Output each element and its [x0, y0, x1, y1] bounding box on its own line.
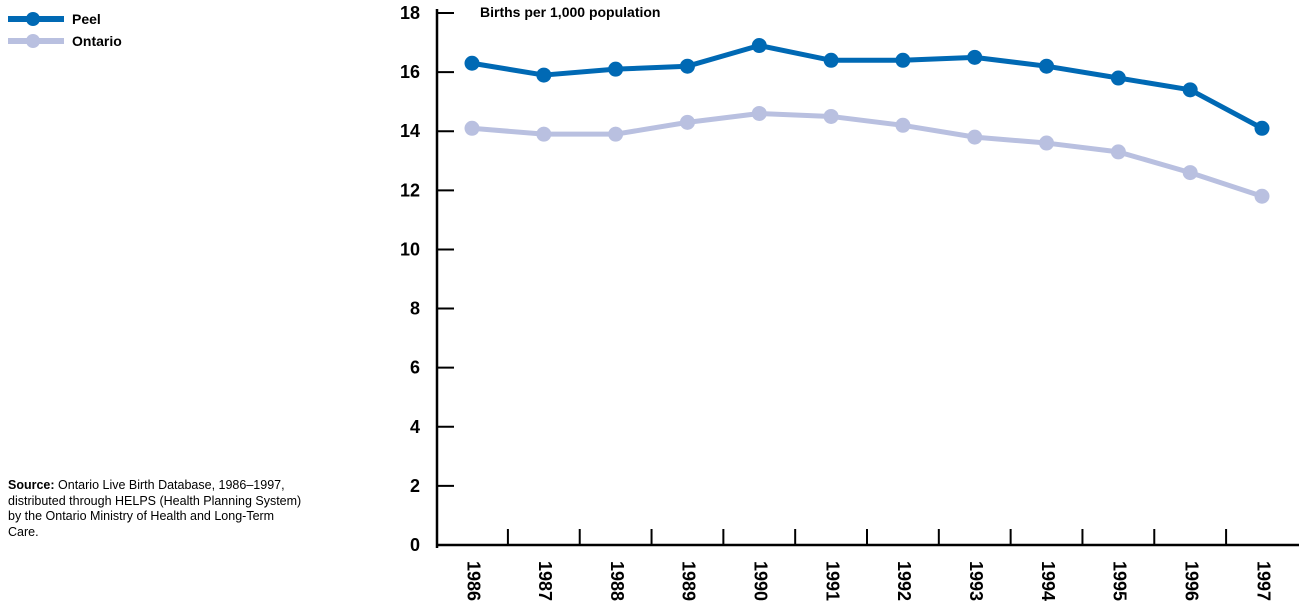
x-tick-label-1997: 1997: [1253, 561, 1273, 601]
legend-swatch-ontario: [8, 30, 64, 52]
source-note: Source: Ontario Live Birth Database, 198…: [8, 478, 308, 540]
x-tick-label-1990: 1990: [751, 561, 771, 601]
legend-label-peel: Peel: [72, 11, 101, 27]
data-point-ontario-1986: [464, 120, 480, 136]
legend-swatch-peel: [8, 8, 64, 30]
x-tick-label-1996: 1996: [1181, 561, 1201, 601]
y-tick-label-10: 10: [400, 239, 420, 259]
data-point-peel-1995: [1110, 70, 1126, 86]
data-point-ontario-1989: [679, 114, 695, 130]
chart-legend: Peel Ontario: [8, 8, 122, 52]
x-tick-label-1988: 1988: [607, 561, 627, 601]
x-tick-label-1995: 1995: [1110, 561, 1130, 601]
data-point-ontario-1990: [751, 105, 767, 121]
y-tick-label-8: 8: [410, 299, 420, 319]
data-point-ontario-1991: [823, 108, 839, 124]
series-line-ontario: [471, 110, 1263, 199]
x-tick-label-1992: 1992: [894, 561, 914, 601]
data-point-ontario-1988: [608, 126, 624, 142]
x-tick-label-1994: 1994: [1038, 561, 1058, 601]
source-label: Source:: [8, 478, 55, 492]
data-point-ontario-1993: [967, 129, 983, 145]
data-point-peel-1991: [823, 52, 839, 68]
series-line-peel: [471, 43, 1264, 131]
data-point-ontario-1992: [895, 117, 911, 133]
x-tick-label-1986: 1986: [463, 561, 483, 601]
y-tick-label-14: 14: [400, 121, 420, 141]
y-axis-title: Births per 1,000 population: [480, 4, 660, 20]
y-tick-label-4: 4: [410, 417, 420, 437]
data-point-peel-1990: [751, 38, 767, 54]
data-point-peel-1986: [464, 55, 480, 71]
x-tick-label-1993: 1993: [966, 561, 986, 601]
x-tick-label-1991: 1991: [822, 561, 842, 601]
data-point-peel-1994: [1039, 58, 1055, 74]
data-point-ontario-1995: [1110, 144, 1126, 160]
data-point-peel-1993: [967, 49, 983, 65]
x-tick-label-1987: 1987: [535, 561, 555, 601]
legend-item-ontario: Ontario: [8, 30, 122, 52]
y-tick-label-2: 2: [410, 476, 420, 496]
data-point-ontario-1987: [536, 126, 552, 142]
y-tick-label-12: 12: [400, 180, 420, 200]
data-point-peel-1988: [608, 61, 624, 77]
data-point-ontario-1997: [1254, 188, 1270, 204]
y-tick-label-16: 16: [400, 62, 420, 82]
y-tick-label-0: 0: [410, 535, 420, 555]
data-point-peel-1997: [1254, 120, 1270, 136]
y-tick-label-6: 6: [410, 358, 420, 378]
data-point-peel-1987: [536, 67, 552, 83]
data-point-peel-1992: [895, 52, 911, 68]
x-tick-label-1989: 1989: [679, 561, 699, 601]
legend-item-peel: Peel: [8, 8, 122, 30]
data-point-ontario-1994: [1039, 135, 1055, 151]
y-tick-label-18: 18: [400, 3, 420, 23]
data-point-ontario-1996: [1182, 165, 1198, 181]
data-point-peel-1989: [679, 58, 695, 74]
data-point-peel-1996: [1182, 82, 1198, 98]
source-text: Ontario Live Birth Database, 1986–1997, …: [8, 478, 302, 539]
legend-label-ontario: Ontario: [72, 33, 122, 49]
